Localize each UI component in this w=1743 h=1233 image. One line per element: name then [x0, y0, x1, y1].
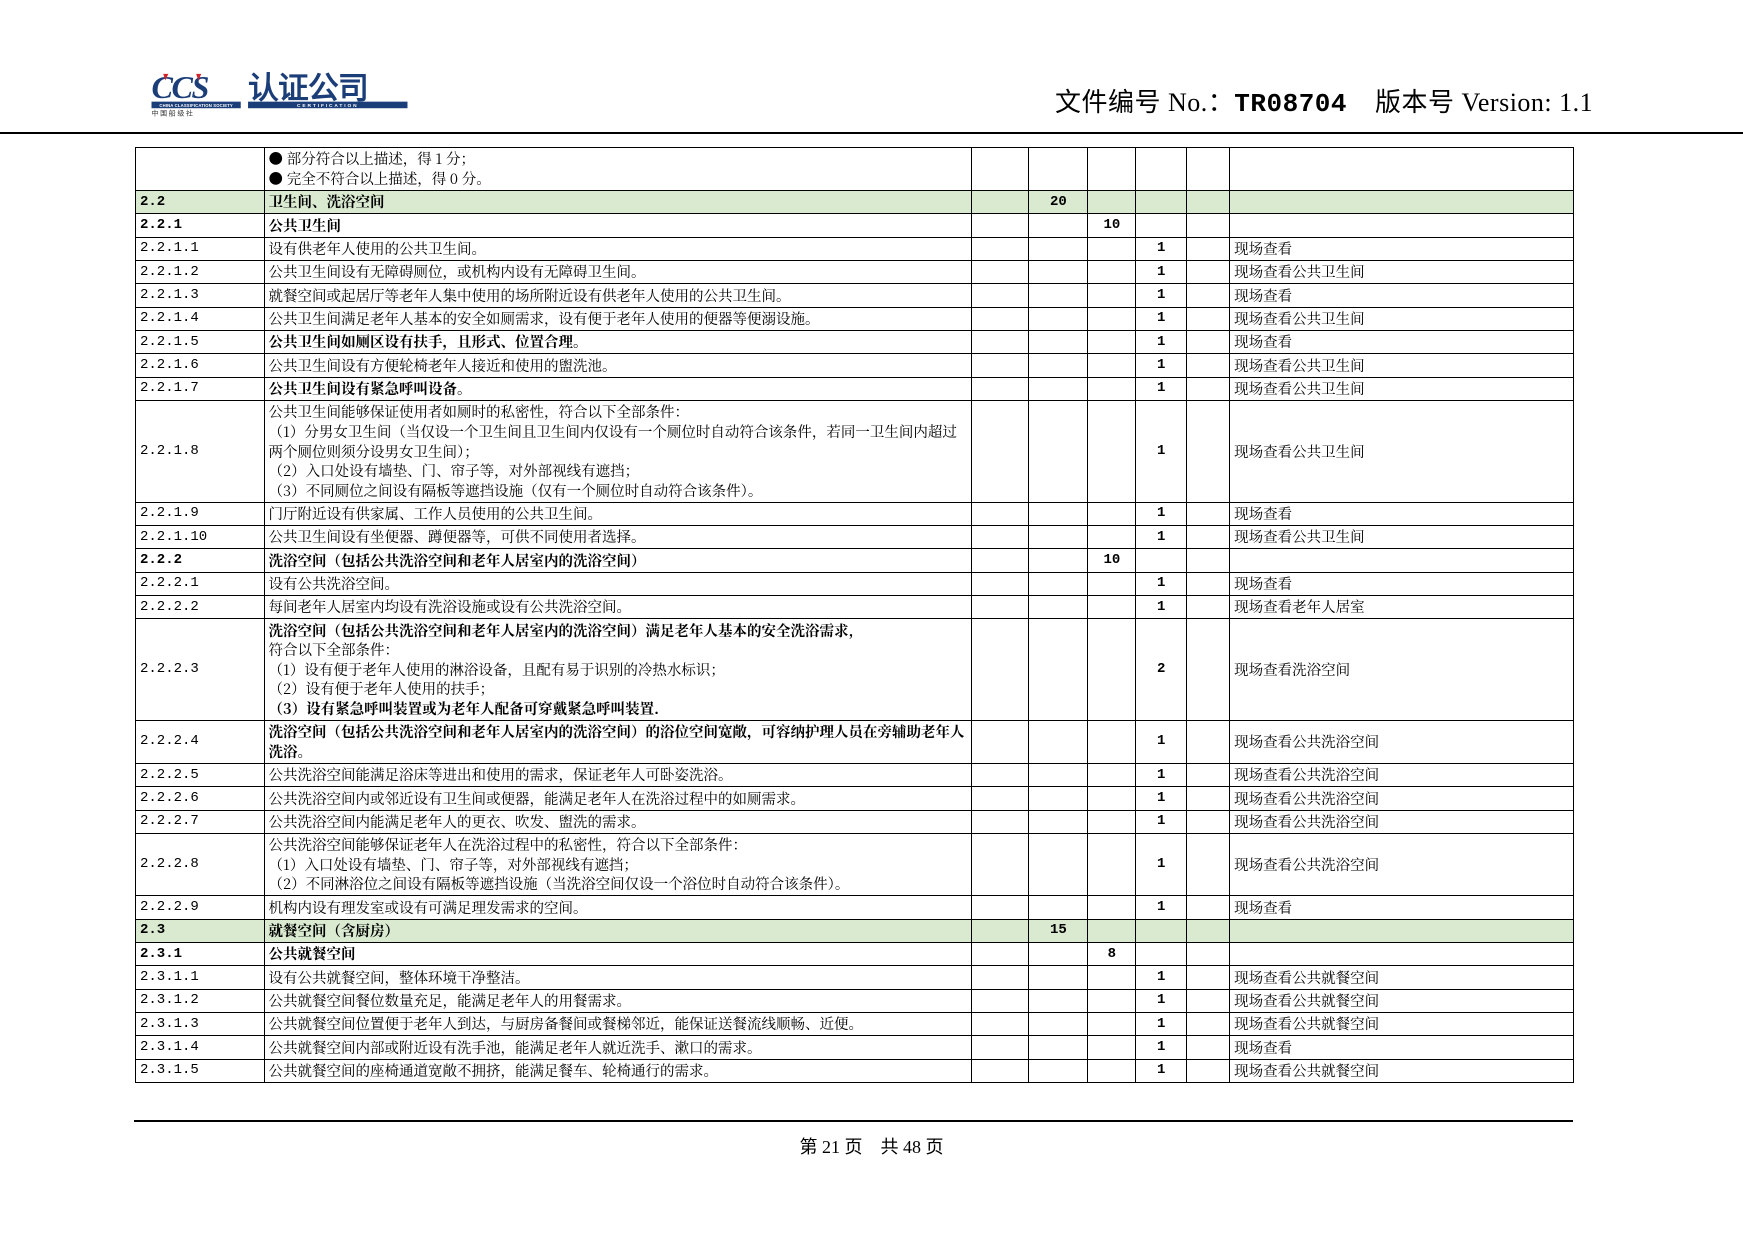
svg-text:认证公司: 认证公司 — [248, 71, 368, 106]
svg-text:CHINA CLASSIFICATION SOCIETY: CHINA CLASSIFICATION SOCIETY — [159, 103, 233, 108]
svg-text:中国船级社: 中国船级社 — [152, 109, 195, 117]
svg-text:CERTIFICATION: CERTIFICATION — [297, 103, 359, 109]
